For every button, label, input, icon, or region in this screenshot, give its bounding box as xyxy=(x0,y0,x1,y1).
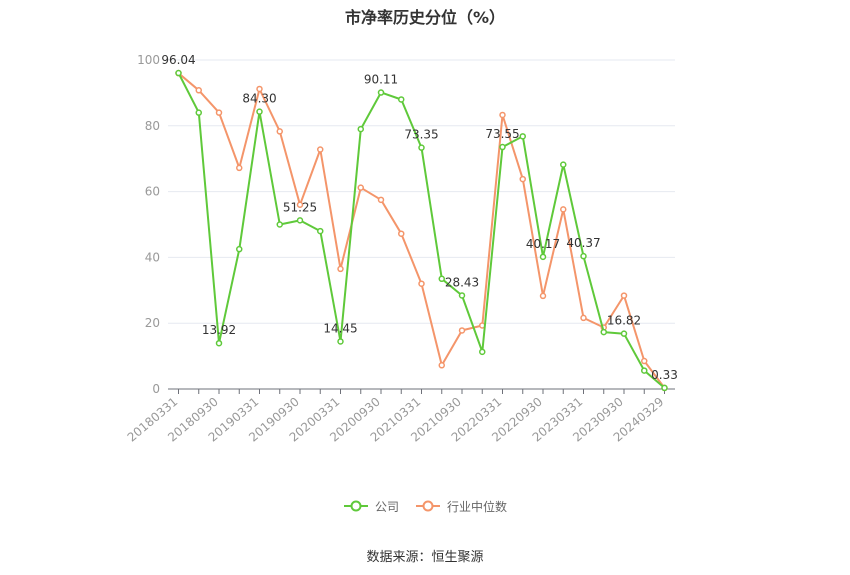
data-point-industry-median xyxy=(580,314,587,322)
data-point-company xyxy=(600,328,607,336)
data-point-company xyxy=(296,217,304,224)
data-point-company xyxy=(560,161,567,168)
data-point-company xyxy=(337,338,344,345)
data-point-industry-median xyxy=(296,201,304,209)
y-tick-label: 20 xyxy=(145,316,160,330)
data-label: 40.17 xyxy=(526,237,560,251)
data-point-industry-median xyxy=(560,206,567,213)
data-point-company xyxy=(458,292,466,299)
data-point-company xyxy=(539,253,547,261)
data-point-industry-median xyxy=(418,280,425,287)
data-point-company xyxy=(499,143,506,151)
data-point-industry-median xyxy=(357,184,364,191)
data-point-company xyxy=(276,221,283,228)
data-point-industry-median xyxy=(195,87,202,94)
data-point-company xyxy=(236,245,243,253)
legend-label-company: 公司 xyxy=(374,499,399,514)
data-label: 73.55 xyxy=(485,127,519,141)
data-label: 28.43 xyxy=(445,275,479,289)
data-point-company xyxy=(195,109,202,116)
y-tick-label: 100 xyxy=(137,53,160,67)
data-label: 16.82 xyxy=(607,314,641,328)
data-label: 84.30 xyxy=(242,92,276,106)
data-point-company xyxy=(620,330,628,337)
data-label: 73.35 xyxy=(404,128,438,142)
data-point-industry-median xyxy=(438,362,445,369)
data-point-industry-median xyxy=(236,164,243,172)
data-label: 51.25 xyxy=(283,200,317,214)
data-point-industry-median xyxy=(539,292,547,300)
data-point-company xyxy=(580,252,587,260)
data-point-industry-median xyxy=(641,357,648,365)
data-point-company xyxy=(418,144,425,151)
data-point-industry-median xyxy=(276,128,283,135)
chart-title: 市净率历史分位（%） xyxy=(344,8,506,27)
data-point-industry-median xyxy=(620,292,628,299)
legend-line-marker-icon xyxy=(416,500,440,512)
series-line-industry-median xyxy=(177,72,666,389)
data-point-company xyxy=(256,108,263,115)
data-point-industry-median xyxy=(256,85,263,93)
data-point-industry-median xyxy=(337,265,344,273)
data-point-company xyxy=(641,367,648,374)
legend-item-industry-median[interactable]: 行业中位数 xyxy=(415,496,507,516)
data-point-industry-median xyxy=(519,175,526,183)
data-point-company xyxy=(661,384,668,392)
data-label: 90.11 xyxy=(364,73,398,87)
data-point-industry-median xyxy=(398,230,405,237)
legend: 公司 行业中位数 xyxy=(0,496,850,516)
data-point-industry-median xyxy=(458,327,466,334)
y-tick-label: 0 xyxy=(152,382,160,396)
data-point-company xyxy=(398,96,405,103)
data-label: 0.33 xyxy=(651,368,678,382)
data-label: 96.04 xyxy=(161,53,195,67)
y-tick-label: 60 xyxy=(145,185,160,199)
data-point-industry-median xyxy=(377,196,385,204)
data-point-company xyxy=(317,227,324,235)
y-tick-label: 40 xyxy=(145,250,160,264)
legend-item-company[interactable]: 公司 xyxy=(343,496,399,516)
legend-label-industry-median: 行业中位数 xyxy=(447,499,508,514)
data-point-industry-median xyxy=(499,111,506,119)
data-label: 13.92 xyxy=(202,323,236,337)
data-point-company xyxy=(479,348,486,356)
y-tick-label: 80 xyxy=(145,119,160,133)
data-point-company xyxy=(357,125,364,133)
data-source-note: 数据来源：恒生聚源 xyxy=(366,550,484,565)
data-point-company xyxy=(215,339,223,347)
data-point-company xyxy=(519,133,526,140)
legend-line-marker-icon xyxy=(343,500,368,512)
data-point-industry-median xyxy=(317,146,324,153)
data-point-company xyxy=(438,275,445,283)
data-label: 14.45 xyxy=(323,321,357,335)
data-point-company xyxy=(175,69,182,77)
data-point-company xyxy=(377,89,385,96)
data-point-industry-median xyxy=(215,109,223,116)
data-label: 40.37 xyxy=(566,236,600,250)
line-chart: 0204060801002018033120180930201903312019… xyxy=(125,53,678,445)
